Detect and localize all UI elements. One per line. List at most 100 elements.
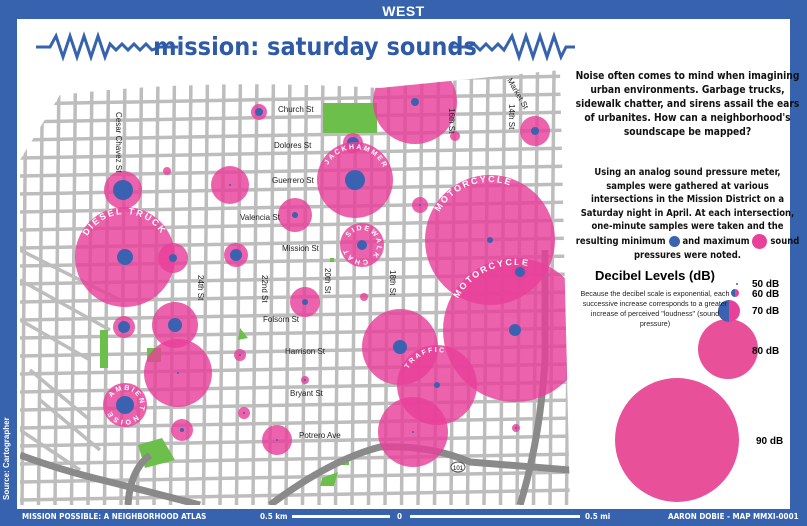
maximum-noise-circle xyxy=(450,131,460,141)
minimum-noise-circle xyxy=(169,254,177,262)
street-label: Folsom St xyxy=(263,315,300,324)
footer: MISSION POSSIBLE: A NEIGHBORHOOD ATLAS 0… xyxy=(0,509,807,526)
legend-level: 60 dB xyxy=(752,289,780,300)
noise-source-label: TOW TRUCK xyxy=(380,62,439,86)
legend-level: 80 dB xyxy=(752,346,780,357)
minimum-noise-circle xyxy=(393,340,407,354)
legend-circle-70db-min xyxy=(718,300,729,322)
street-label: Dolores St xyxy=(274,141,312,150)
legend-circle-90db xyxy=(615,378,739,502)
map-credit: AARON DOBIE - MAP MMXI-0001 xyxy=(668,512,799,521)
street xyxy=(20,428,81,472)
street xyxy=(20,278,111,332)
minimum-noise-circle xyxy=(117,249,133,265)
legend-level: 50 dB xyxy=(752,279,780,290)
street-label: Harrison St xyxy=(285,347,326,356)
street xyxy=(366,70,375,505)
minimum-noise-circle xyxy=(276,439,278,441)
street-label: Guerrero St xyxy=(272,176,315,185)
legend-circle-80db xyxy=(698,319,758,379)
legend-title: Decibel Levels (dB) xyxy=(595,268,715,283)
minimum-noise-circle xyxy=(292,212,298,218)
minimum-noise-circle xyxy=(509,324,521,336)
map-title: mission: saturday sounds xyxy=(153,32,477,61)
intro-paragraph-1: Noise often comes to mind when imagining… xyxy=(575,71,800,138)
minimum-noise-circle xyxy=(255,108,263,116)
minimum-dot-icon xyxy=(668,235,680,247)
intro-paragraph-2: Using an analog sound pressure meter, sa… xyxy=(575,166,800,263)
minimum-noise-circle xyxy=(487,237,493,243)
maximum-noise-circle xyxy=(163,167,171,175)
minimum-noise-circle xyxy=(304,379,306,381)
street-label: Valencia St xyxy=(240,213,281,222)
legend-level: 90 dB xyxy=(756,436,784,447)
minimum-noise-circle xyxy=(419,204,421,206)
legend-circles xyxy=(615,283,758,502)
street xyxy=(20,146,570,160)
minimum-noise-circle xyxy=(243,412,245,414)
street xyxy=(20,110,570,124)
street xyxy=(168,70,177,505)
street xyxy=(20,434,570,448)
minimum-noise-circle xyxy=(515,267,525,277)
minimum-noise-circle xyxy=(177,372,179,374)
atlas-title: MISSION POSSIBLE: A NEIGHBORHOOD ATLAS xyxy=(22,512,207,521)
minimum-noise-circle xyxy=(230,249,242,261)
street-label: 16th St xyxy=(447,108,456,134)
legend-note: Because the decibel scale is exponential… xyxy=(580,289,730,328)
scale-bar-km xyxy=(292,515,390,518)
park xyxy=(323,103,377,133)
legend-circle-50db xyxy=(736,283,738,285)
legend-circle-60db-min xyxy=(731,289,735,297)
scale-km-label: 0.5 km xyxy=(260,512,288,521)
source-credit: Source: Cartographer xyxy=(2,417,11,500)
street xyxy=(20,488,570,502)
minimum-noise-circle xyxy=(531,127,539,135)
street xyxy=(20,318,91,362)
park xyxy=(320,472,338,486)
street xyxy=(251,70,259,505)
minimum-noise-circle xyxy=(411,98,419,106)
park xyxy=(100,330,108,368)
intro-text: Using an analog sound pressure meter, sa… xyxy=(575,167,795,247)
park xyxy=(238,328,248,340)
title-zigzag-right xyxy=(452,31,575,62)
street xyxy=(218,70,226,505)
street-label: Church St xyxy=(278,105,314,114)
minimum-noise-circle xyxy=(515,427,517,429)
minimum-noise-circle xyxy=(345,170,365,190)
street-label: 18th St xyxy=(388,270,397,296)
maximum-dot-icon xyxy=(752,233,768,249)
minimum-noise-circle xyxy=(118,321,130,333)
minimum-noise-circle xyxy=(412,431,414,433)
minimum-noise-circle xyxy=(357,240,367,250)
scale-bar-mi xyxy=(410,515,580,518)
street xyxy=(20,92,570,106)
minimum-noise-circle xyxy=(229,184,231,186)
street-label: 14th St xyxy=(507,104,516,130)
street xyxy=(38,398,102,452)
street xyxy=(333,70,342,505)
maximum-noise-circle xyxy=(360,293,368,301)
highway-shield: 101 xyxy=(450,461,466,473)
scale-zero-label: 0 xyxy=(397,512,403,521)
street-label: Cesar Chavez St xyxy=(114,112,123,173)
minimum-noise-circle xyxy=(116,396,134,414)
street xyxy=(317,70,325,505)
street xyxy=(20,452,570,466)
street-label: Mission St xyxy=(282,244,320,253)
intro-text: and maximum xyxy=(682,235,750,247)
street-label: Bryant St xyxy=(290,389,324,398)
street xyxy=(201,70,210,505)
street-label: Potrero Ave xyxy=(299,431,341,440)
minimum-noise-circle xyxy=(302,299,308,305)
minimum-noise-circle xyxy=(180,428,184,432)
park xyxy=(330,258,334,262)
street xyxy=(234,70,243,505)
street-label: 22nd St xyxy=(260,275,269,303)
title-zigzag-left xyxy=(36,31,178,62)
minimum-noise-circle xyxy=(168,318,182,332)
street xyxy=(36,70,45,505)
street xyxy=(28,368,92,422)
